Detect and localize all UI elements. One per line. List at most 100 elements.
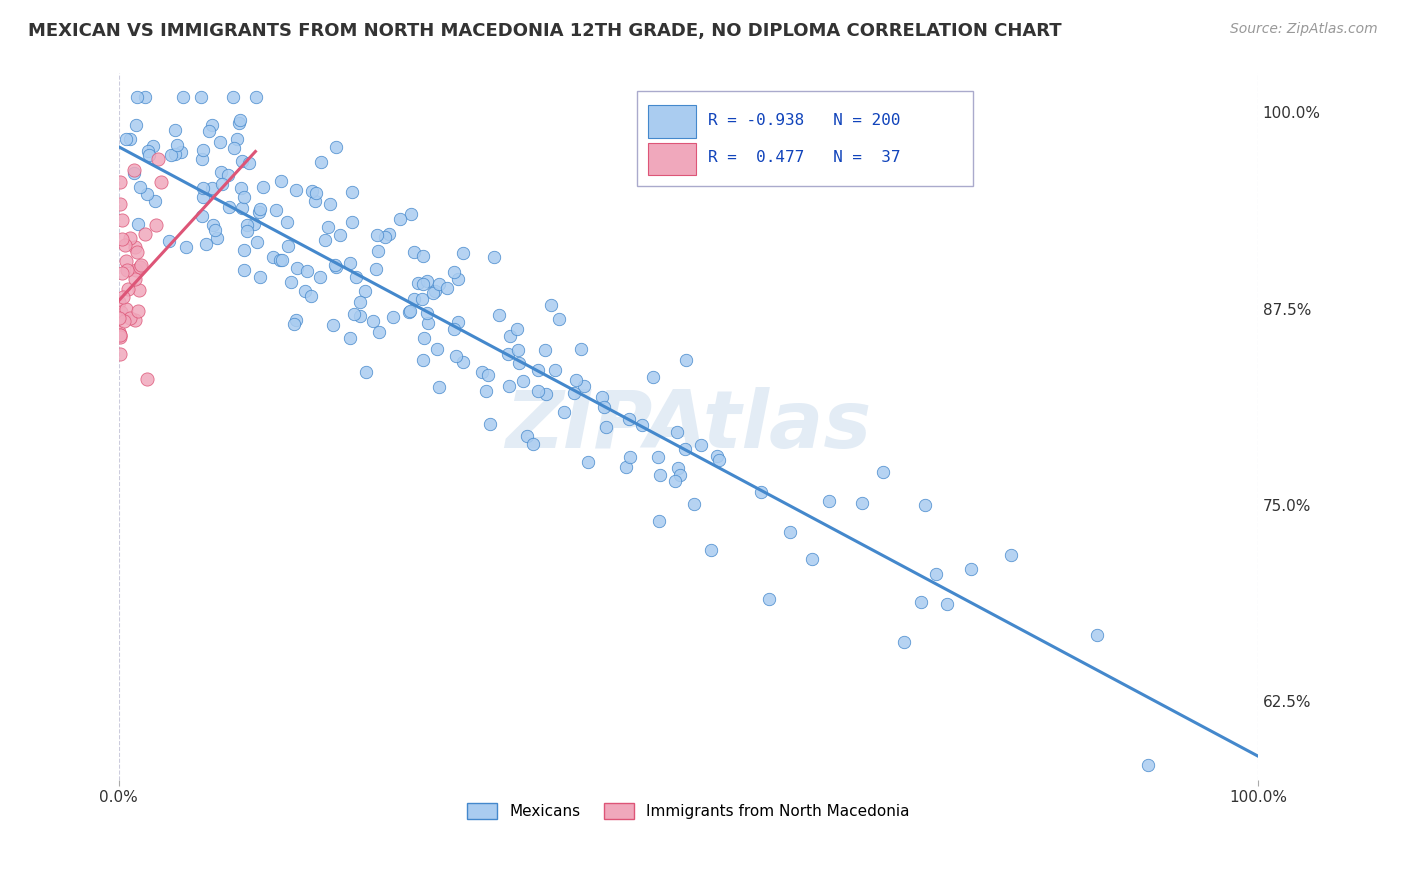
Point: [669, 467, 692, 482]
Point: [295, 263, 318, 277]
Point: [488, 308, 510, 322]
Point: [197, 124, 219, 138]
Point: [125, 89, 148, 103]
Point: [145, 219, 167, 233]
Point: [134, 89, 156, 103]
Point: [569, 343, 592, 357]
Point: [412, 249, 434, 263]
Point: [683, 497, 706, 511]
Point: [284, 313, 307, 327]
Point: [108, 311, 131, 326]
Point: [232, 263, 254, 277]
Point: [193, 143, 215, 157]
Point: [276, 215, 298, 229]
Point: [129, 260, 152, 274]
Point: [224, 141, 246, 155]
Point: [427, 277, 450, 291]
Point: [344, 269, 367, 284]
Point: [125, 263, 148, 277]
Point: [349, 309, 371, 323]
Point: [236, 218, 259, 232]
Point: [143, 194, 166, 209]
Point: [381, 310, 404, 325]
Point: [114, 238, 136, 252]
Point: [453, 355, 475, 369]
Point: [443, 322, 465, 336]
Point: [319, 197, 342, 211]
Point: [499, 329, 522, 343]
Text: R =  0.477   N =  37: R = 0.477 N = 37: [707, 150, 900, 165]
Point: [211, 177, 233, 191]
Point: [252, 179, 274, 194]
Point: [208, 135, 231, 149]
Point: [675, 353, 697, 368]
Point: [231, 201, 253, 215]
Text: ZIPAtlas: ZIPAtlas: [505, 387, 872, 466]
Point: [648, 514, 671, 528]
Point: [190, 89, 212, 103]
Point: [127, 303, 149, 318]
Point: [591, 390, 613, 404]
Point: [108, 330, 131, 344]
Point: [108, 294, 131, 309]
Point: [562, 385, 585, 400]
Point: [323, 258, 346, 272]
Point: [136, 144, 159, 158]
Point: [127, 218, 149, 232]
Point: [1000, 548, 1022, 562]
Text: Source: ZipAtlas.com: Source: ZipAtlas.com: [1230, 22, 1378, 37]
Point: [111, 213, 134, 227]
Point: [415, 306, 437, 320]
Point: [305, 186, 328, 200]
Point: [314, 233, 336, 247]
Point: [277, 239, 299, 253]
Point: [135, 186, 157, 201]
Point: [117, 282, 139, 296]
Point: [325, 260, 347, 274]
Point: [340, 185, 363, 199]
Point: [578, 455, 600, 469]
FancyBboxPatch shape: [637, 91, 973, 186]
Point: [398, 304, 420, 318]
Point: [193, 190, 215, 204]
Point: [614, 459, 637, 474]
Point: [412, 352, 434, 367]
Point: [619, 450, 641, 464]
Point: [115, 253, 138, 268]
Point: [114, 301, 136, 316]
Point: [851, 496, 873, 510]
Point: [172, 89, 194, 103]
Point: [246, 235, 269, 249]
Point: [471, 366, 494, 380]
Point: [122, 162, 145, 177]
Point: [283, 317, 305, 331]
Point: [451, 246, 474, 260]
Point: [444, 349, 467, 363]
Point: [118, 311, 141, 326]
Point: [218, 200, 240, 214]
Point: [960, 562, 983, 576]
Point: [238, 156, 260, 170]
Point: [508, 356, 530, 370]
Point: [194, 236, 217, 251]
Point: [149, 175, 172, 189]
Point: [229, 181, 252, 195]
Point: [124, 240, 146, 254]
Point: [527, 384, 550, 398]
Point: [228, 113, 250, 128]
Point: [818, 493, 841, 508]
Point: [592, 400, 614, 414]
Point: [647, 450, 669, 464]
Point: [111, 232, 134, 246]
Point: [108, 328, 131, 343]
Point: [245, 90, 267, 104]
Point: [134, 227, 156, 241]
Point: [125, 245, 148, 260]
Point: [664, 474, 686, 488]
Point: [304, 194, 326, 208]
Point: [309, 269, 332, 284]
Point: [269, 252, 291, 267]
Point: [163, 146, 186, 161]
Point: [325, 140, 347, 154]
Point: [800, 552, 823, 566]
